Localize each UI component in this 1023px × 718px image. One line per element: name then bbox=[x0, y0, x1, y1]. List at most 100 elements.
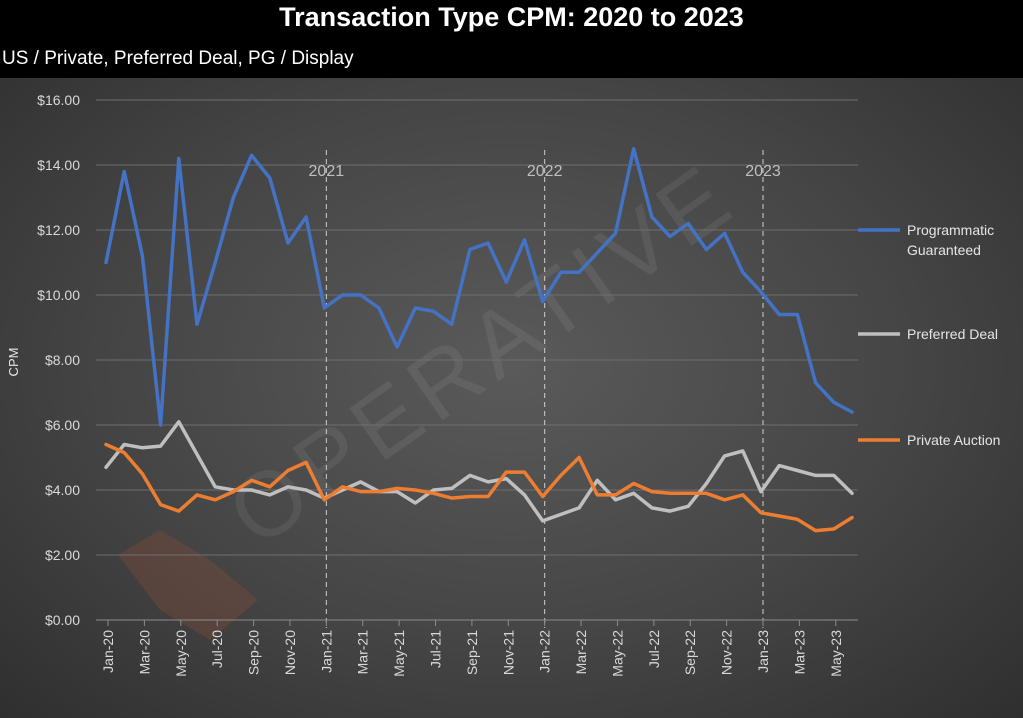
data-point bbox=[705, 248, 708, 251]
data-point bbox=[178, 510, 180, 512]
watermark-logo-shape bbox=[118, 530, 258, 640]
data-point bbox=[596, 479, 599, 482]
data-point bbox=[632, 492, 635, 495]
data-point bbox=[414, 502, 417, 504]
data-point bbox=[487, 481, 489, 483]
data-point bbox=[196, 453, 198, 456]
data-point bbox=[196, 494, 198, 496]
data-point bbox=[159, 445, 162, 447]
data-point bbox=[250, 479, 253, 482]
data-point bbox=[359, 481, 362, 483]
data-point bbox=[541, 300, 544, 303]
data-point bbox=[178, 157, 180, 160]
data-point bbox=[778, 313, 780, 316]
data-point bbox=[632, 148, 635, 150]
legend: Programmatic Guaranteed Preferred Deal Priv… bbox=[858, 222, 1000, 448]
data-point bbox=[742, 450, 744, 452]
data-point bbox=[742, 494, 744, 496]
x-tick-label: Jul-22 bbox=[646, 630, 662, 668]
data-point bbox=[669, 510, 671, 512]
data-point bbox=[596, 494, 599, 496]
x-tick-label: Jan-21 bbox=[318, 630, 334, 673]
x-tick-label: Sep-22 bbox=[682, 630, 698, 675]
data-point bbox=[396, 490, 398, 493]
data-point bbox=[141, 447, 144, 449]
data-point bbox=[469, 248, 471, 251]
data-point bbox=[396, 487, 398, 490]
data-point bbox=[723, 499, 726, 501]
data-point bbox=[560, 474, 562, 477]
data-point bbox=[505, 471, 508, 473]
data-point bbox=[541, 520, 544, 522]
legend-label: Private Auction bbox=[907, 432, 1000, 448]
data-point bbox=[359, 490, 362, 493]
data-point bbox=[851, 516, 853, 519]
data-point bbox=[523, 494, 526, 496]
data-point bbox=[323, 499, 326, 501]
gridlines bbox=[96, 99, 858, 621]
plot-background bbox=[0, 78, 1023, 718]
data-point bbox=[450, 323, 453, 326]
data-point bbox=[287, 242, 289, 244]
data-point bbox=[705, 492, 708, 495]
data-point bbox=[705, 482, 708, 485]
data-point bbox=[814, 474, 817, 477]
y-tick-label: $2.00 bbox=[45, 547, 80, 563]
data-point bbox=[687, 222, 689, 225]
data-point bbox=[505, 477, 508, 480]
data-point bbox=[560, 271, 562, 274]
chart-title: Transaction Type CPM: 2020 to 2023 bbox=[279, 2, 744, 32]
data-point bbox=[851, 411, 853, 413]
data-point bbox=[814, 382, 817, 384]
data-point bbox=[651, 507, 653, 509]
data-point bbox=[596, 252, 599, 254]
data-point bbox=[523, 239, 526, 241]
x-tick-label: Mar-21 bbox=[355, 630, 371, 675]
data-point bbox=[796, 469, 799, 472]
data-point bbox=[214, 486, 216, 488]
x-tick-label: Sep-21 bbox=[464, 630, 480, 675]
x-tick-label: Jul-21 bbox=[428, 630, 444, 668]
data-point bbox=[833, 474, 835, 477]
series-line bbox=[104, 147, 854, 427]
y-tick-label: $4.00 bbox=[45, 482, 80, 498]
data-point bbox=[541, 495, 544, 498]
data-point bbox=[723, 232, 726, 235]
data-point bbox=[651, 490, 653, 493]
data-point bbox=[760, 490, 762, 493]
y-tick-label: $10.00 bbox=[37, 287, 80, 303]
data-point bbox=[432, 492, 435, 495]
data-point bbox=[341, 294, 344, 296]
data-point bbox=[214, 261, 216, 264]
data-point bbox=[305, 216, 307, 218]
data-point bbox=[323, 307, 326, 309]
year-markers: 2021 2022 2023 bbox=[309, 150, 781, 628]
y-axis: $0.00 $2.00 $4.00 $6.00 $8.00 $10.00 $12.00 $14… bbox=[37, 92, 80, 628]
legend-label: Preferred Deal bbox=[907, 326, 998, 342]
year-marker-label: 2021 bbox=[309, 163, 345, 180]
data-point bbox=[196, 323, 198, 326]
data-point bbox=[432, 489, 435, 491]
data-point bbox=[560, 513, 562, 516]
data-point bbox=[414, 307, 417, 309]
x-tick-label: Jul-20 bbox=[209, 630, 225, 668]
data-point bbox=[614, 499, 617, 501]
y-tick-label: $12.00 bbox=[37, 222, 80, 238]
series-lines bbox=[104, 147, 854, 533]
data-point bbox=[669, 492, 671, 495]
y-axis-label: CPM bbox=[6, 348, 21, 377]
data-point bbox=[105, 466, 107, 469]
data-point bbox=[723, 455, 726, 457]
data-point bbox=[450, 497, 453, 499]
data-point bbox=[341, 486, 344, 488]
data-point bbox=[578, 271, 580, 274]
y-tick-label: $16.00 bbox=[37, 92, 80, 108]
data-point bbox=[159, 503, 162, 506]
data-point bbox=[760, 291, 762, 293]
x-tick-label: May-23 bbox=[828, 630, 844, 677]
x-tick-label: Mar-22 bbox=[573, 630, 589, 675]
data-point bbox=[814, 529, 817, 532]
data-point bbox=[250, 154, 253, 157]
data-point bbox=[232, 490, 235, 493]
